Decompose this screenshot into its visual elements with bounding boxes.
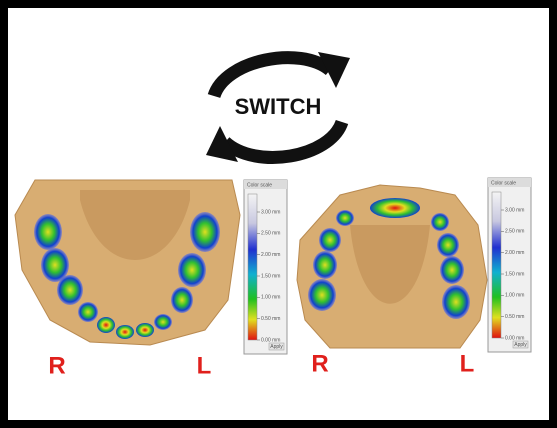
scale-label: 1.00 mm xyxy=(505,293,524,299)
color-scale-header xyxy=(244,180,287,189)
apply-button[interactable] xyxy=(268,342,285,351)
switch-icon xyxy=(207,51,349,164)
scale-label: 0.00 mm xyxy=(505,335,524,341)
scale-label: 2.00 mm xyxy=(261,252,280,258)
side-label: R xyxy=(311,350,328,377)
scale-label: 1.50 mm xyxy=(261,273,280,279)
arrow-head xyxy=(318,52,350,88)
scale-label: 2.50 mm xyxy=(505,229,524,235)
scale-label: 0.50 mm xyxy=(261,316,280,322)
color-bar xyxy=(247,193,258,341)
scale-label: 1.50 mm xyxy=(505,271,524,277)
arrow-head xyxy=(206,126,238,162)
color-scale-title: Color scale xyxy=(491,180,516,186)
side-label: R xyxy=(48,352,65,379)
color-bar xyxy=(491,191,502,339)
scale-label: 3.00 mm xyxy=(261,209,280,215)
scale-label: 2.00 mm xyxy=(505,250,524,256)
scale-label: 1.00 mm xyxy=(261,295,280,301)
apply-label: Apply xyxy=(270,344,283,350)
color-scale-header xyxy=(488,178,531,187)
color-scale-title: Color scale xyxy=(247,182,272,188)
scale-label: 0.50 mm xyxy=(505,314,524,320)
scale-label: 3.00 mm xyxy=(505,207,524,213)
side-label: L xyxy=(197,352,212,379)
side-label: L xyxy=(460,350,475,377)
lower-jaw-scan xyxy=(14,179,241,346)
apply-label: Apply xyxy=(514,342,527,348)
switch-label: SWITCH xyxy=(235,94,322,119)
upper-jaw-scan xyxy=(296,184,488,349)
scale-label: 2.50 mm xyxy=(261,231,280,237)
scale-label: 0.00 mm xyxy=(261,337,280,343)
apply-button[interactable] xyxy=(512,340,529,349)
